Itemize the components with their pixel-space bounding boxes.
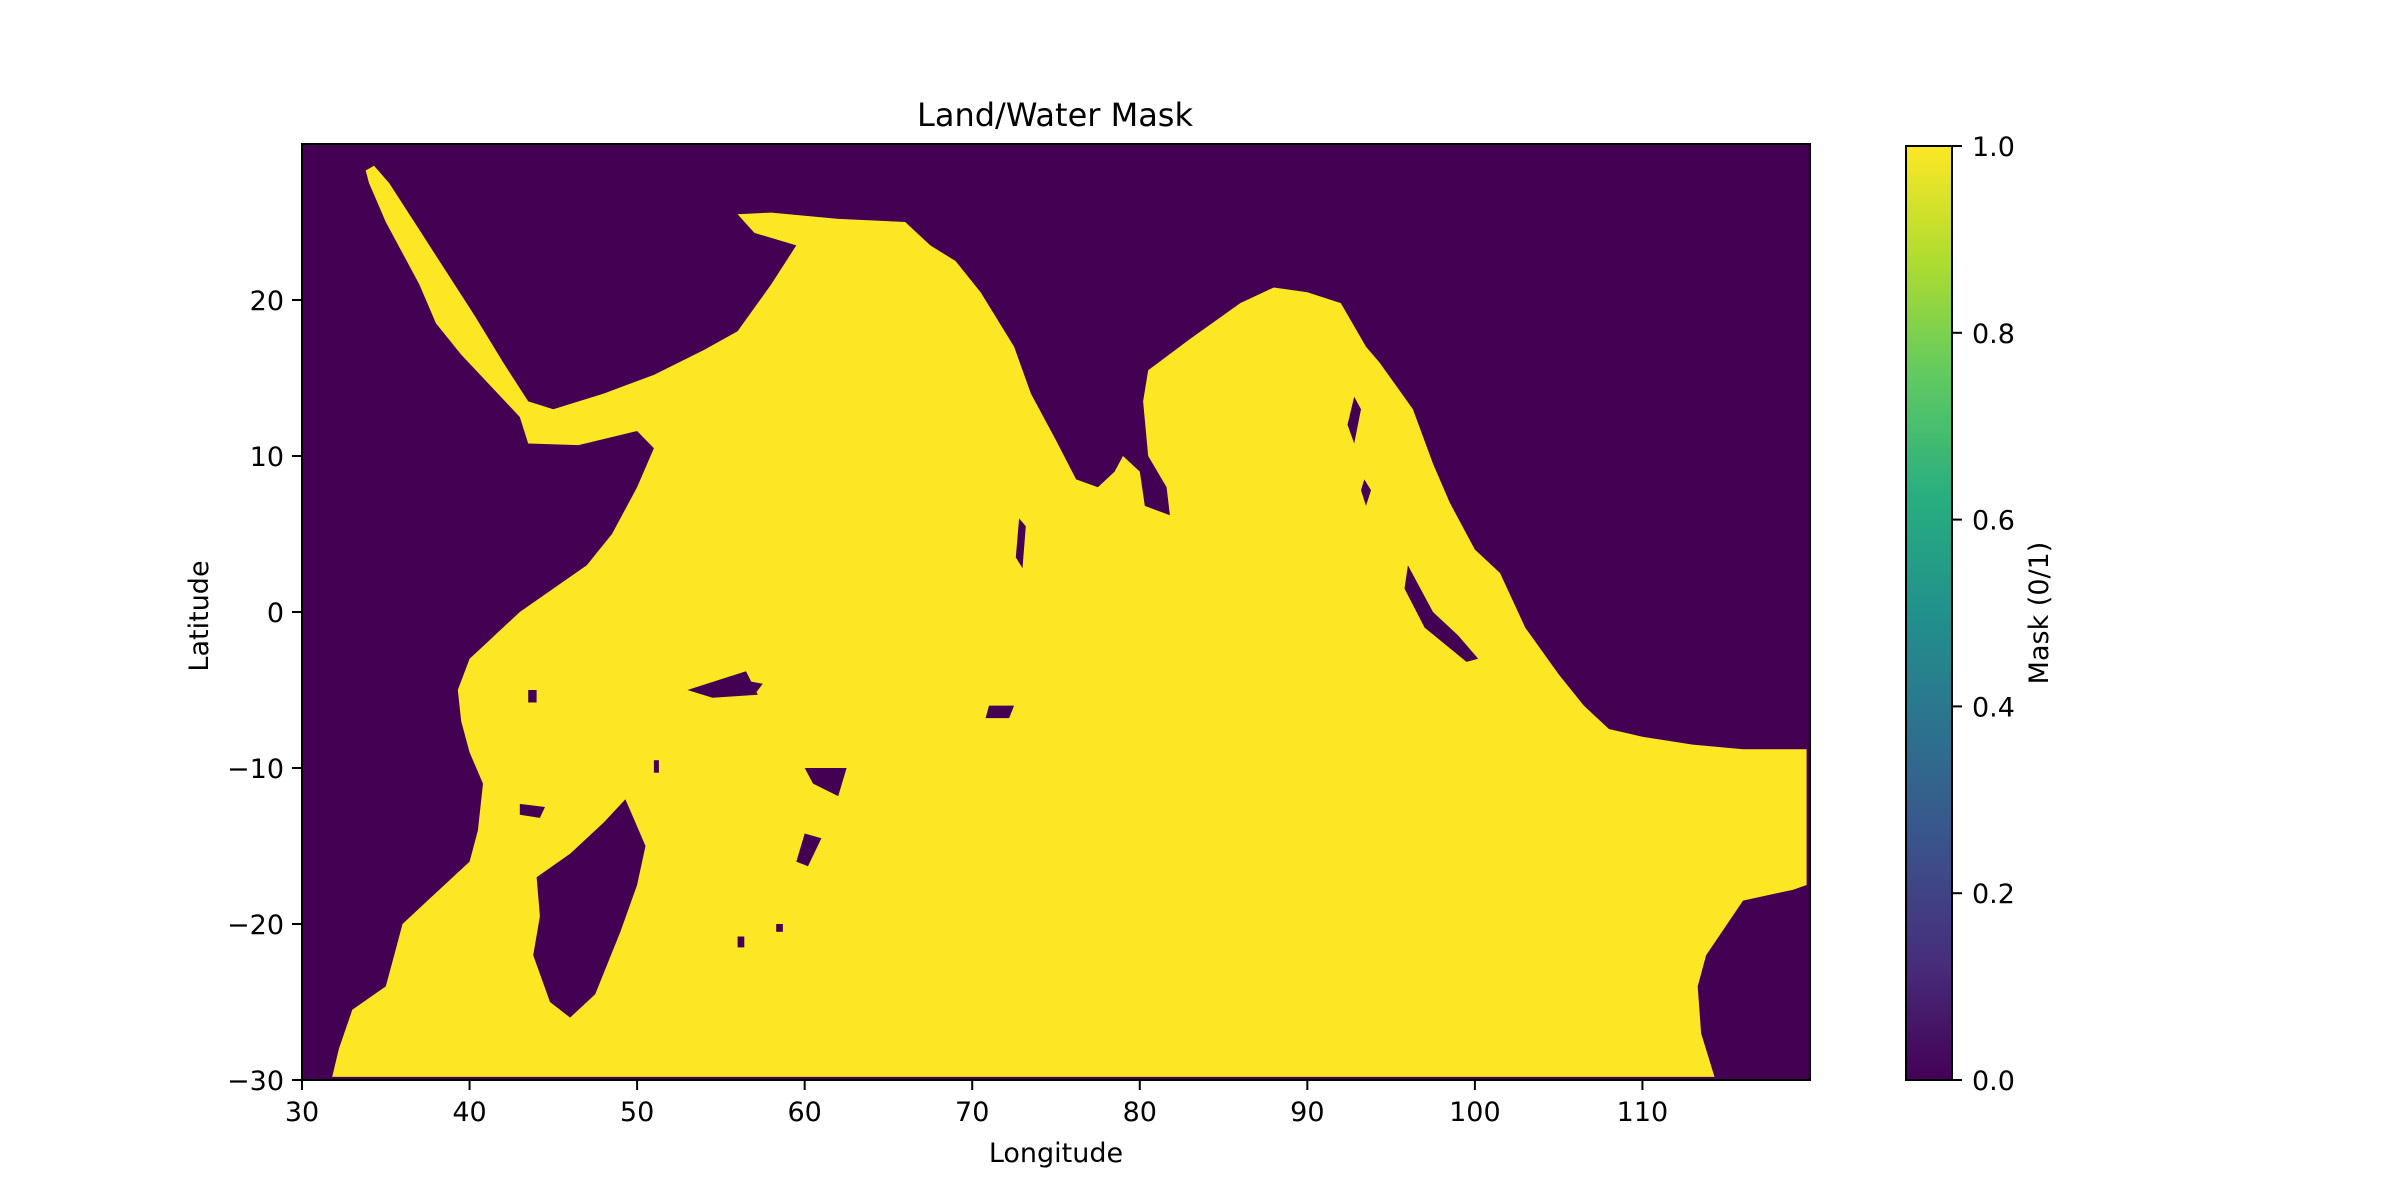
y-tick-label: 20 xyxy=(250,286,284,317)
x-tick-label: 90 xyxy=(1290,1097,1324,1128)
plot-area xyxy=(301,143,1811,1081)
x-tick-label: 60 xyxy=(787,1097,821,1128)
colorbar-ticks: 0.0 0.2 0.4 0.6 0.8 1.0 xyxy=(1952,132,2015,1097)
colorbar-tick-label: 0.6 xyxy=(1972,506,2015,537)
y-tick-label: −10 xyxy=(227,754,284,785)
land-mass-reunion-mauritius xyxy=(796,833,822,867)
colorbar-label: Mask (0/1) xyxy=(2024,542,2055,685)
x-tick-label: 100 xyxy=(1449,1097,1501,1128)
land-mass-seychelles-e xyxy=(737,679,763,695)
colorbar-tick-label: 0.0 xyxy=(1972,1066,2015,1097)
land-mass-comoros xyxy=(519,803,545,818)
chart-title: Land/Water Mask xyxy=(917,96,1193,134)
land-mass-sumatra-islands xyxy=(1404,565,1479,662)
y-tick-label: −30 xyxy=(227,1066,284,1097)
colorbar-tick-label: 1.0 xyxy=(1972,132,2015,163)
y-tick-label: 0 xyxy=(267,598,284,629)
land-islands-layer xyxy=(519,396,1479,1018)
land-mass-nicobar xyxy=(1361,479,1371,506)
colorbar-gradient xyxy=(1905,145,1953,1081)
land-mass-socotra xyxy=(687,671,758,698)
land-mass-island-57 xyxy=(737,936,745,948)
colorbar-tick-label: 0.8 xyxy=(1972,319,2015,350)
x-axis-label: Longitude xyxy=(989,1138,1123,1169)
colorbar: 0.0 0.2 0.4 0.6 0.8 1.0 Mask (0/1) xyxy=(1905,132,2055,1097)
land-mass-island-58 xyxy=(776,924,783,932)
x-tick-label: 80 xyxy=(1123,1097,1157,1128)
colorbar-tick-label: 0.2 xyxy=(1972,879,2015,910)
land-mass-maldives xyxy=(1015,518,1026,569)
water-layer xyxy=(332,165,1807,1077)
y-axis: −30 −20 −10 0 10 20 xyxy=(227,286,302,1097)
water-region xyxy=(332,165,1807,1077)
x-tick-label: 30 xyxy=(285,1097,319,1128)
land-mass-madagascar xyxy=(533,799,646,1018)
land-mass-island-52s xyxy=(653,760,659,773)
x-tick-label: 40 xyxy=(452,1097,486,1128)
land-mass-andaman xyxy=(1347,396,1361,444)
x-tick-label: 70 xyxy=(955,1097,989,1128)
land-mass-island-55n xyxy=(528,690,537,703)
land-mass-mascarene xyxy=(804,768,847,797)
colorbar-tick-label: 0.4 xyxy=(1972,692,2015,723)
x-tick-label: 50 xyxy=(620,1097,654,1128)
y-tick-label: −20 xyxy=(227,910,284,941)
y-tick-label: 10 xyxy=(250,442,284,473)
x-axis: 30 40 50 60 70 80 90 100 110 xyxy=(285,1080,1668,1128)
land-mass-chagos xyxy=(985,705,1015,719)
y-axis-label: Latitude xyxy=(184,560,215,671)
x-tick-label: 110 xyxy=(1617,1097,1669,1128)
